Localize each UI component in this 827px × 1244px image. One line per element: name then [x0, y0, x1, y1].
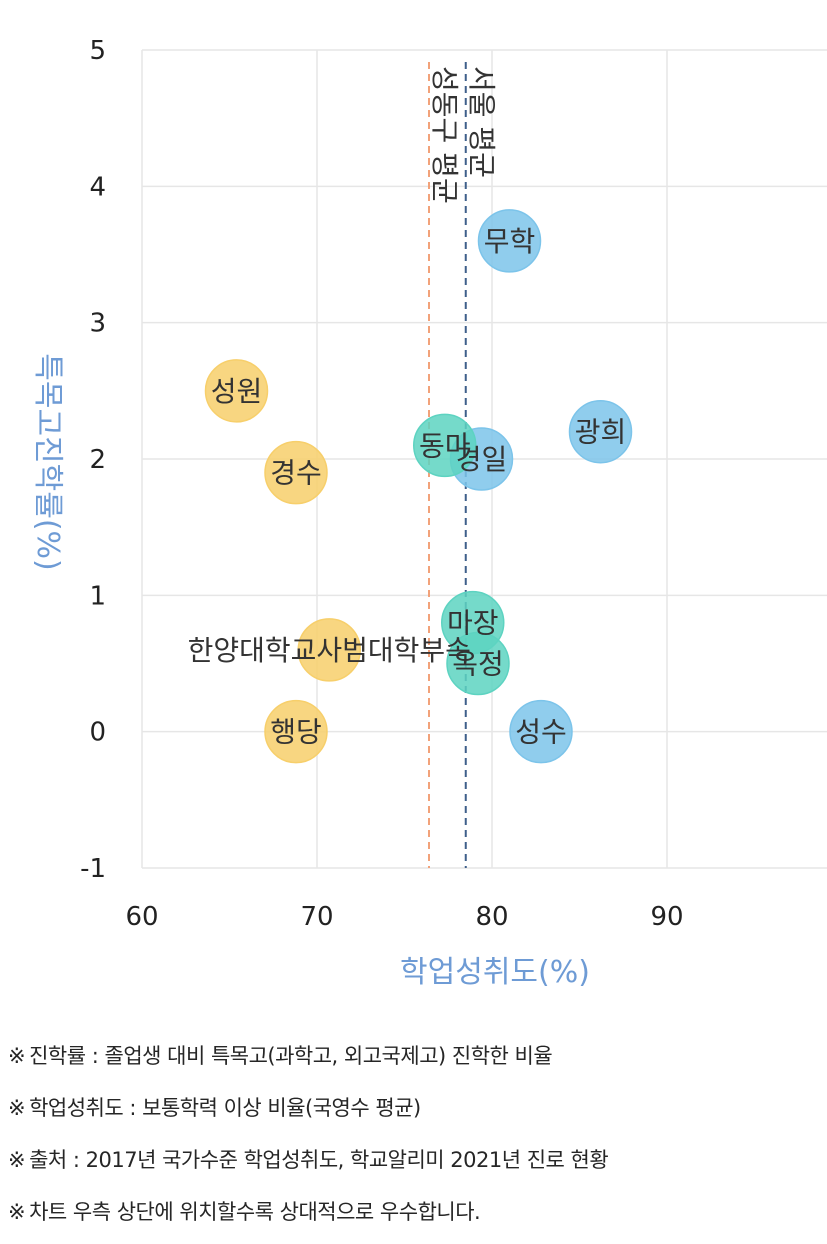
- point-label: 성수: [515, 716, 567, 749]
- x-tick-label: 80: [475, 902, 508, 932]
- x-tick-label: 70: [300, 902, 333, 932]
- scatter-point: [509, 699, 573, 764]
- footnotes: ※ 진학률 : 졸업생 대비 특목고(과학고, 외고국제고) 진학한 비율 ※ 학업…: [8, 1036, 609, 1244]
- scatter-point: [446, 631, 510, 696]
- reference-line-label: 성동구 평균: [428, 66, 461, 204]
- point-label: 마장: [447, 607, 499, 640]
- note-line: ※ 출처 : 2017년 국가수준 학업성취도, 학교알리미 2021년 진로 현…: [8, 1140, 609, 1192]
- y-tick-label: 4: [89, 172, 106, 202]
- point-label: 경수: [270, 457, 322, 490]
- data-points: [204, 209, 633, 764]
- x-tick-label: 60: [125, 902, 158, 932]
- scatter-point: [297, 618, 361, 682]
- scatter-point: [264, 440, 328, 505]
- scatter-point: [477, 209, 542, 273]
- note-mark: ※: [8, 1044, 26, 1068]
- note-text: 출처 : 2017년 국가수준 학업성취도, 학교알리미 2021년 진로 현황: [29, 1148, 609, 1172]
- note-text: 학업성취도 : 보통학력 이상 비율(국영수 평균): [29, 1096, 421, 1120]
- x-tick-label: 90: [650, 902, 683, 932]
- y-tick-label: 3: [89, 309, 106, 339]
- x-axis-title: 학업성취도(%): [400, 955, 590, 990]
- y-tick-label: -1: [80, 854, 106, 884]
- point-label: 성원: [211, 375, 263, 408]
- point-label: 무학: [484, 225, 536, 258]
- point-label: 옥정: [452, 648, 504, 681]
- point-label: 광희: [575, 416, 627, 449]
- note-mark: ※: [8, 1148, 26, 1172]
- point-label: 경일: [456, 443, 508, 476]
- scatter-point: [204, 359, 269, 423]
- scatter-point: [413, 413, 477, 478]
- scatter-point: [568, 399, 633, 464]
- y-tick-label: 0: [89, 718, 106, 748]
- y-tick-label: 5: [89, 36, 106, 66]
- y-axis-title: 특목고진학률(%): [30, 353, 65, 571]
- point-label: 동마: [419, 429, 471, 462]
- note-mark: ※: [8, 1096, 26, 1120]
- note-text: 진학률 : 졸업생 대비 특목고(과학고, 외고국제고) 진학한 비율: [29, 1044, 553, 1068]
- y-tick-label: 1: [89, 581, 106, 611]
- reference-line-label: 서울 평균: [465, 66, 498, 178]
- note-mark: ※: [8, 1200, 26, 1224]
- point-label: 행당: [270, 716, 322, 749]
- note-line: ※ 학업성취도 : 보통학력 이상 비율(국영수 평균): [8, 1088, 608, 1140]
- note-line: ※ 진학률 : 졸업생 대비 특목고(과학고, 외고국제고) 진학한 비율: [8, 1036, 608, 1088]
- note-line: ※ 차트 우측 상단에 위치할수록 상대적으로 우수합니다.: [8, 1192, 608, 1244]
- point-label: 한양대학교사범대학부속: [188, 634, 471, 667]
- y-tick-label: 2: [89, 445, 106, 475]
- note-text: 차트 우측 상단에 위치할수록 상대적으로 우수합니다.: [29, 1200, 481, 1224]
- scatter-point: [264, 699, 328, 764]
